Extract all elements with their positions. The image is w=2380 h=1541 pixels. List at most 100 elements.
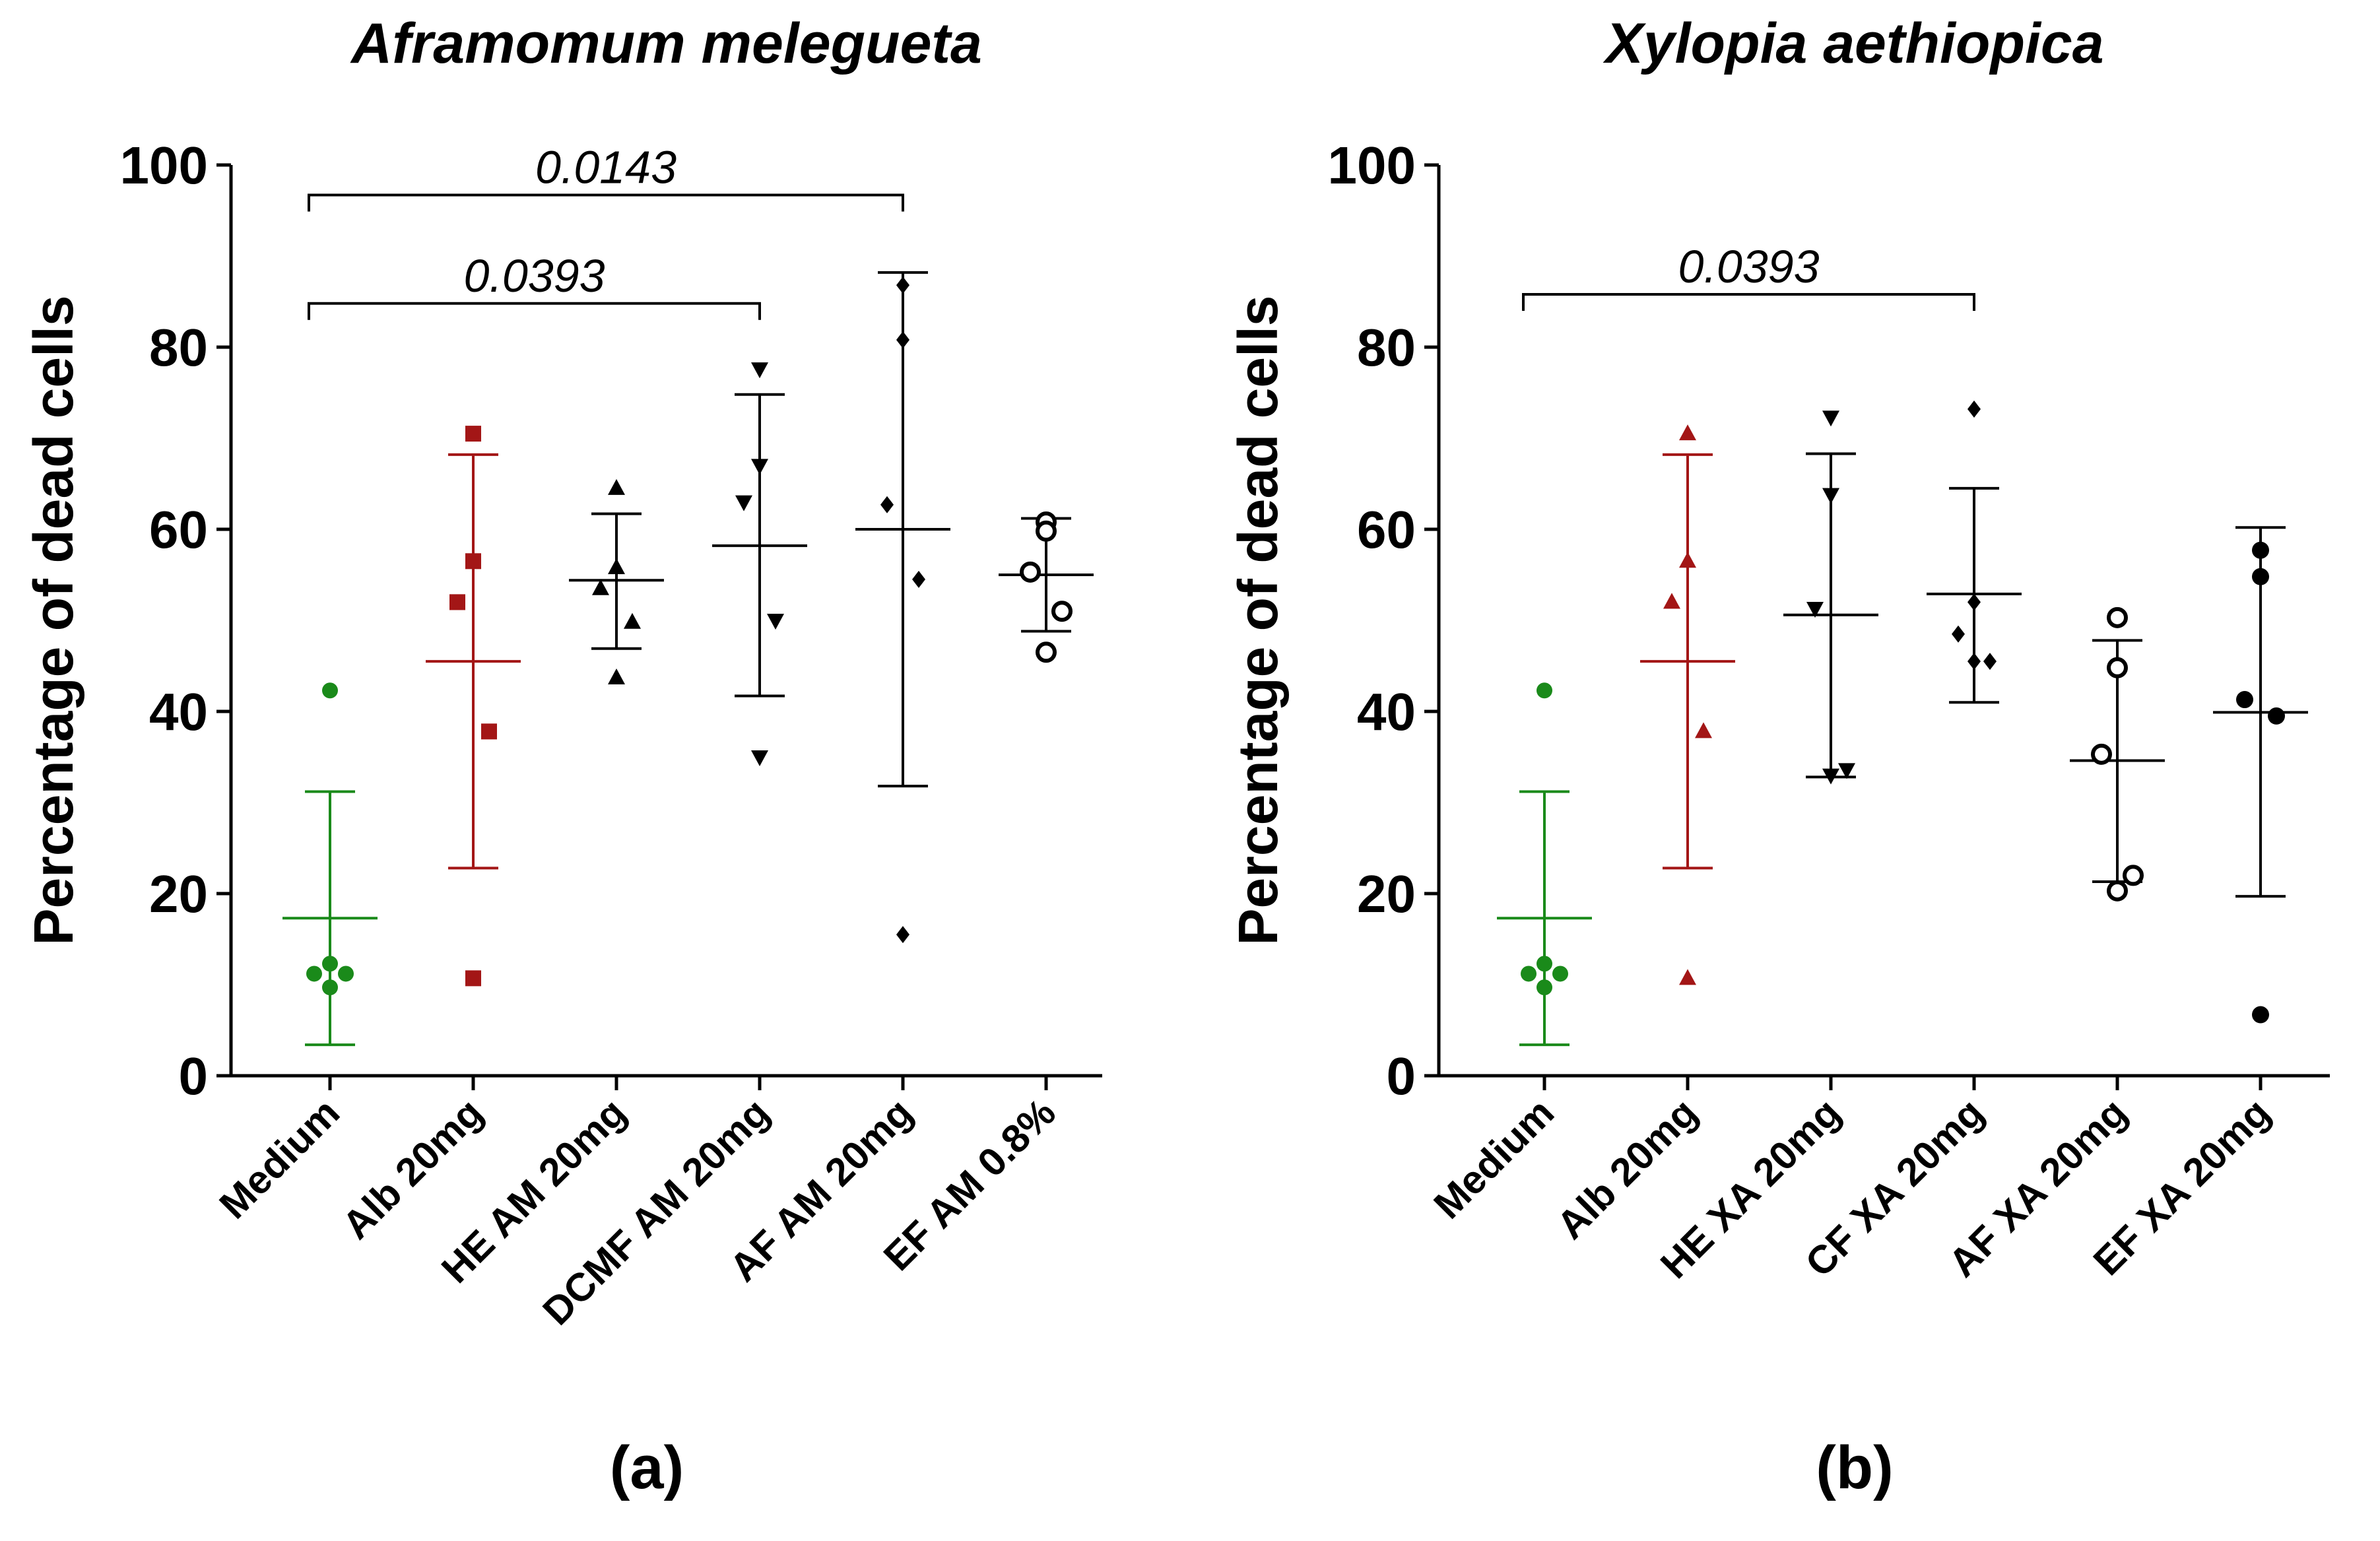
data-group [569, 478, 664, 684]
x-tick-label: Alb 20mg [1548, 1090, 1705, 1247]
y-tick-label: 20 [1357, 865, 1416, 923]
data-point [2107, 657, 2128, 678]
data-point [880, 496, 894, 513]
panel-label: (a) [610, 1434, 684, 1501]
data-point [1983, 653, 1997, 671]
y-tick-label: 40 [1357, 682, 1416, 741]
data-point [306, 966, 322, 982]
panel-label: (b) [1816, 1434, 1893, 1501]
significance-bracket: 0.0393 [1522, 241, 1975, 311]
data-point [1967, 593, 1981, 611]
data-point [624, 612, 641, 629]
data-point [1537, 682, 1552, 699]
y-axis-label: Percentage of dead cells [22, 295, 84, 945]
data-point [1967, 400, 1981, 418]
data-point [1051, 601, 1073, 622]
y-tick-label: 0 [1387, 1047, 1416, 1105]
data-point [751, 459, 768, 475]
data-point [1822, 410, 1839, 427]
significance-bracket: 0.0143 [308, 142, 904, 212]
data-point [2123, 865, 2144, 886]
data-point [2252, 1006, 2269, 1024]
data-point [322, 979, 338, 996]
data-group [282, 682, 378, 1047]
y-axis-label: Percentage of dead cells [1227, 295, 1289, 945]
data-point [1967, 653, 1981, 671]
data-point [322, 956, 338, 972]
data-point [1806, 602, 1824, 618]
data-group [2070, 607, 2165, 902]
data-point [896, 277, 909, 294]
y-tick-label: 20 [149, 865, 208, 923]
data-point [322, 682, 338, 699]
y-tick-label: 60 [1357, 500, 1416, 559]
data-point [449, 594, 465, 610]
data-group [999, 511, 1094, 663]
chart-title: Aframomum melegueta [350, 12, 982, 75]
data-point [1537, 956, 1552, 972]
y-tick-label: 80 [149, 318, 208, 377]
data-point [751, 750, 768, 766]
data-point [2236, 691, 2253, 709]
chart-title: Xylopia aethiopica [1603, 12, 2103, 75]
data-point [1663, 593, 1680, 609]
data-point [338, 966, 354, 982]
data-group [1783, 410, 1878, 785]
data-group [426, 426, 521, 987]
bracket-line [308, 302, 761, 320]
y-tick-label: 40 [149, 682, 208, 741]
data-point [1679, 552, 1696, 568]
y-tick-label: 100 [120, 136, 208, 195]
data-point [1822, 488, 1839, 504]
data-point [1679, 969, 1696, 985]
data-group [1927, 400, 2022, 704]
data-point [465, 426, 481, 442]
y-tick-label: 80 [1357, 318, 1416, 377]
data-point [767, 614, 784, 630]
data-point [2268, 707, 2285, 725]
data-point [1020, 561, 1041, 583]
data-point [1695, 722, 1712, 738]
x-tick-label: Medium [1426, 1090, 1563, 1228]
data-group [1640, 424, 1735, 985]
data-point [2107, 607, 2128, 628]
data-point [1537, 979, 1552, 996]
data-point [735, 495, 752, 511]
data-group [1497, 682, 1592, 1047]
y-tick-label: 60 [149, 500, 208, 559]
data-point [465, 970, 481, 987]
data-point [1822, 768, 1839, 785]
p-value-label: 0.0143 [535, 142, 677, 193]
significance-bracket: 0.0393 [308, 250, 761, 320]
data-point [608, 558, 625, 574]
data-point [2091, 743, 2112, 765]
data-point [896, 926, 909, 944]
data-point [1952, 625, 1965, 643]
data-point [592, 579, 609, 595]
data-point [1521, 966, 1537, 982]
p-value-label: 0.0393 [463, 250, 605, 302]
data-point [2107, 880, 2128, 902]
bracket-line [308, 193, 904, 212]
y-tick-label: 100 [1328, 136, 1416, 195]
data-point [481, 723, 497, 740]
data-point [465, 553, 481, 570]
y-tick-label: 0 [179, 1047, 209, 1105]
data-point [608, 668, 625, 684]
data-point [1838, 763, 1855, 779]
data-point [751, 362, 768, 379]
data-point [896, 331, 909, 348]
data-point [2252, 568, 2269, 585]
x-tick-label: Medium [211, 1090, 348, 1228]
data-point [1552, 966, 1568, 982]
p-value-label: 0.0393 [1678, 241, 1819, 292]
data-point [2252, 541, 2269, 559]
data-point [1036, 520, 1057, 542]
x-tick-label: Alb 20mg [334, 1090, 491, 1247]
data-point [1036, 641, 1057, 663]
data-point [608, 478, 625, 495]
panel-b: Xylopia aethiopica Percentage of dead cel… [1227, 12, 2330, 1501]
data-group [712, 362, 807, 766]
panel-a: Aframomum melegueta Percentage of dead ce… [22, 12, 1102, 1501]
